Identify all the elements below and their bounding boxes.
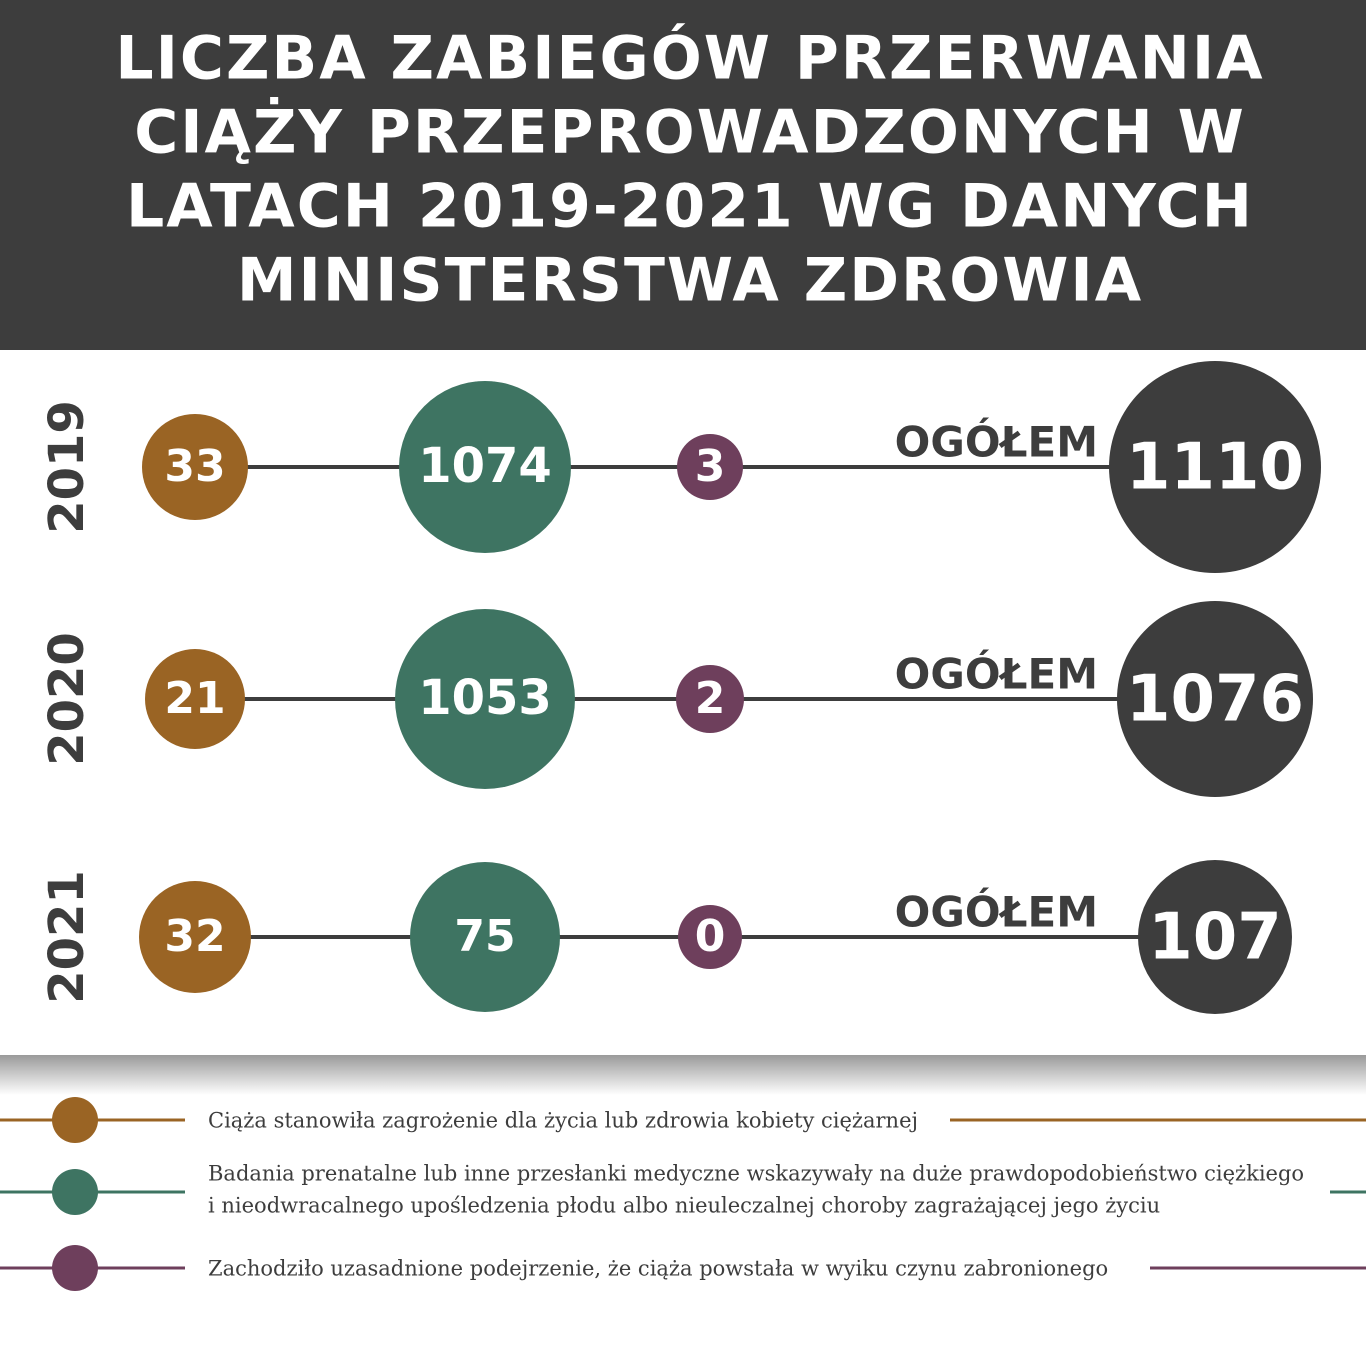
year-label: 2019 <box>39 400 95 534</box>
total-label: 1110 <box>1126 431 1304 505</box>
divider-shadow <box>0 1055 1366 1095</box>
legend-text: Ciąża stanowiła zagrożenie dla życia lub… <box>208 1109 918 1133</box>
value-circle <box>399 381 571 553</box>
legend-text: Badania prenatalne lub inne przesłanki m… <box>208 1162 1304 1186</box>
title-line: CIĄŻY PRZEPROWADZONYCH W <box>134 96 1246 168</box>
title-line: LATACH 2019-2021 WG DANYCH <box>126 172 1254 242</box>
value-label: 0 <box>695 911 726 962</box>
total-circle <box>1117 601 1313 797</box>
total-label: 107 <box>1148 901 1282 975</box>
total-circle <box>1109 361 1321 573</box>
total-caption: OGÓŁEM <box>895 887 1098 937</box>
legend-text: i nieodwracalnego upośledzenia płodu alb… <box>208 1194 1160 1218</box>
total-label: 1076 <box>1126 663 1304 737</box>
value-label: 75 <box>454 911 515 962</box>
value-circle <box>677 434 743 500</box>
value-label: 2 <box>695 673 726 724</box>
total-caption: OGÓŁEM <box>895 417 1098 467</box>
year-label: 2020 <box>39 632 95 766</box>
header-band <box>0 0 1366 350</box>
value-circle <box>395 609 575 789</box>
value-label: 32 <box>164 911 225 962</box>
value-label: 3 <box>695 441 726 492</box>
value-circle <box>410 862 560 1012</box>
total-caption: OGÓŁEM <box>895 649 1098 699</box>
legend-text: Zachodziło uzasadnione podejrzenie, że c… <box>208 1257 1108 1281</box>
value-label: 1053 <box>418 670 552 726</box>
legend-dot <box>52 1097 98 1143</box>
total-circle <box>1138 860 1292 1014</box>
legend-dot <box>52 1169 98 1215</box>
title-line: LICZBA ZABIEGÓW PRZERWANIA <box>115 23 1264 94</box>
value-circle <box>139 881 251 993</box>
value-label: 21 <box>164 673 225 724</box>
title-line: MINISTERSTWA ZDROWIA <box>237 246 1143 316</box>
value-circle <box>678 905 742 969</box>
year-label: 2021 <box>39 870 95 1004</box>
value-circle <box>142 414 248 520</box>
legend-dot <box>52 1245 98 1291</box>
value-label: 33 <box>164 441 225 492</box>
value-label: 1074 <box>418 438 552 494</box>
value-circle <box>145 649 245 749</box>
value-circle <box>676 665 744 733</box>
